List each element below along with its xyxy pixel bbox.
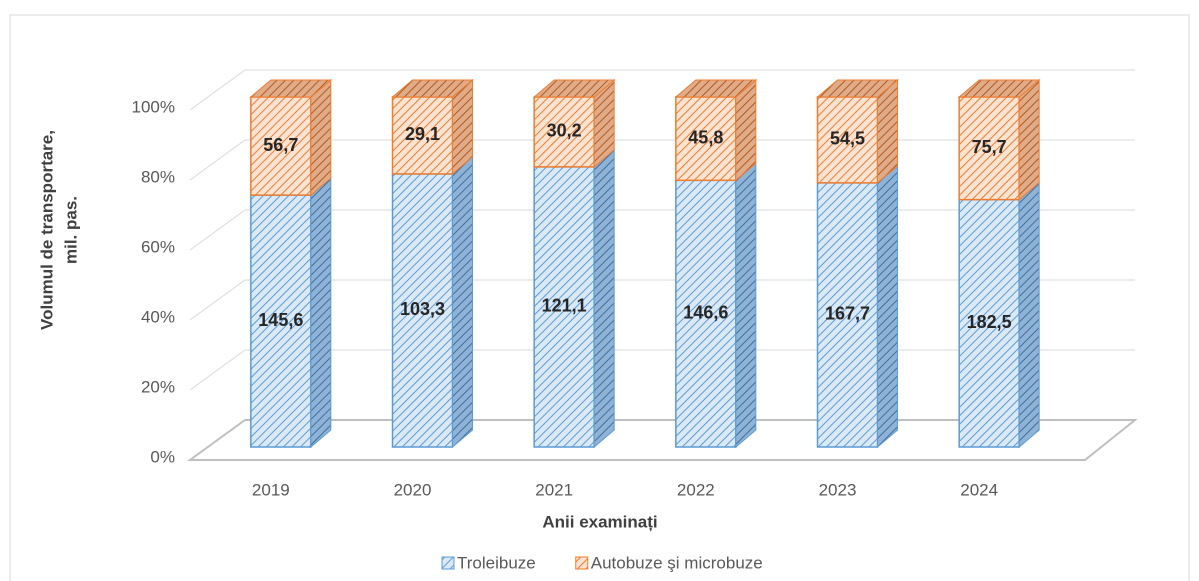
bar-side xyxy=(1018,181,1040,449)
y-tick-label: 80% xyxy=(141,167,175,186)
bar xyxy=(675,179,737,448)
bar-side xyxy=(735,162,757,449)
grid-line xyxy=(189,139,246,181)
bar xyxy=(816,182,879,448)
data-label: 45,8 xyxy=(688,127,723,147)
legend-swatch xyxy=(575,556,589,570)
x-tick-label: 2019 xyxy=(252,480,290,499)
data-label: 75,7 xyxy=(972,137,1007,157)
data-label: 54,5 xyxy=(830,129,865,149)
grid-line xyxy=(189,209,246,251)
bar-top xyxy=(674,79,758,98)
y-axis-title: Volumul de transportare, xyxy=(37,130,56,330)
legend-label: Troleibuze xyxy=(457,553,536,572)
data-label: 56,7 xyxy=(263,135,298,155)
bar-top xyxy=(249,79,333,98)
x-tick-label: 2020 xyxy=(394,480,432,499)
data-label: 103,3 xyxy=(400,299,445,319)
bar xyxy=(816,96,879,184)
data-label: 167,7 xyxy=(825,304,870,324)
bar xyxy=(391,173,454,448)
data-label: 121,1 xyxy=(542,296,587,316)
grid-line xyxy=(189,279,246,321)
grid-line xyxy=(189,349,246,391)
y-tick-label: 0% xyxy=(150,447,175,466)
x-tick-label: 2021 xyxy=(535,480,573,499)
y-tick-label: 60% xyxy=(141,237,175,256)
y-tick-label: 100% xyxy=(132,97,175,116)
grid-line xyxy=(189,69,246,111)
data-label: 30,2 xyxy=(547,121,582,141)
data-label: 145,6 xyxy=(258,310,303,330)
bar-side xyxy=(310,177,332,449)
bar-side xyxy=(877,164,898,449)
bar-side xyxy=(1018,78,1040,201)
y-tick-label: 40% xyxy=(141,307,175,326)
legend-label: Autobuze şi microbuze xyxy=(591,553,763,572)
x-tick-label: 2024 xyxy=(960,480,998,499)
y-axis-title: mil. pas. xyxy=(61,196,80,264)
x-axis-title: Anii examinați xyxy=(542,512,657,531)
bar xyxy=(958,96,1020,201)
bar xyxy=(533,96,595,168)
x-tick-label: 2022 xyxy=(677,480,715,499)
data-label: 29,1 xyxy=(405,124,440,144)
bar-top xyxy=(957,79,1041,98)
bar-top xyxy=(532,79,616,98)
y-tick-label: 20% xyxy=(141,377,175,396)
x-tick-label: 2023 xyxy=(819,480,857,499)
legend-swatch xyxy=(441,556,455,570)
bar-side xyxy=(593,148,615,449)
bar-side xyxy=(877,78,898,184)
bar xyxy=(958,198,1020,448)
bar-top xyxy=(391,79,474,98)
bar xyxy=(391,96,454,175)
bar-side xyxy=(452,155,473,449)
data-label: 146,6 xyxy=(683,302,728,322)
bar-top xyxy=(816,79,899,98)
data-label: 182,5 xyxy=(967,312,1012,332)
bar-side xyxy=(310,78,332,197)
